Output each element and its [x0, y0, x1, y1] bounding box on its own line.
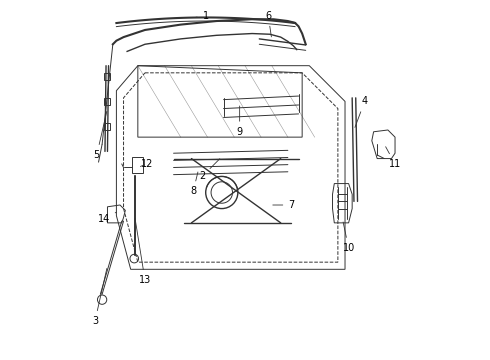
Text: 2: 2	[199, 159, 220, 181]
Bar	[132, 157, 143, 173]
Bar	[104, 73, 110, 80]
Text: 9: 9	[237, 106, 243, 137]
Text: 8: 8	[190, 172, 198, 197]
Text: 11: 11	[386, 147, 401, 169]
Text: 1: 1	[195, 11, 209, 21]
Text: 14: 14	[98, 212, 117, 224]
Text: 10: 10	[343, 222, 355, 253]
Text: 3: 3	[92, 269, 107, 326]
Bar	[104, 98, 110, 105]
Text: 5: 5	[94, 111, 107, 160]
Text: 6: 6	[265, 11, 271, 37]
Text: 4: 4	[355, 96, 368, 127]
Text: 12: 12	[141, 159, 153, 169]
Text: 7: 7	[273, 200, 294, 210]
Bar	[104, 123, 110, 130]
Text: 13: 13	[135, 219, 151, 285]
